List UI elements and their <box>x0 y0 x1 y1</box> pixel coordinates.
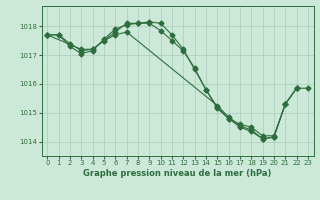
X-axis label: Graphe pression niveau de la mer (hPa): Graphe pression niveau de la mer (hPa) <box>84 169 272 178</box>
